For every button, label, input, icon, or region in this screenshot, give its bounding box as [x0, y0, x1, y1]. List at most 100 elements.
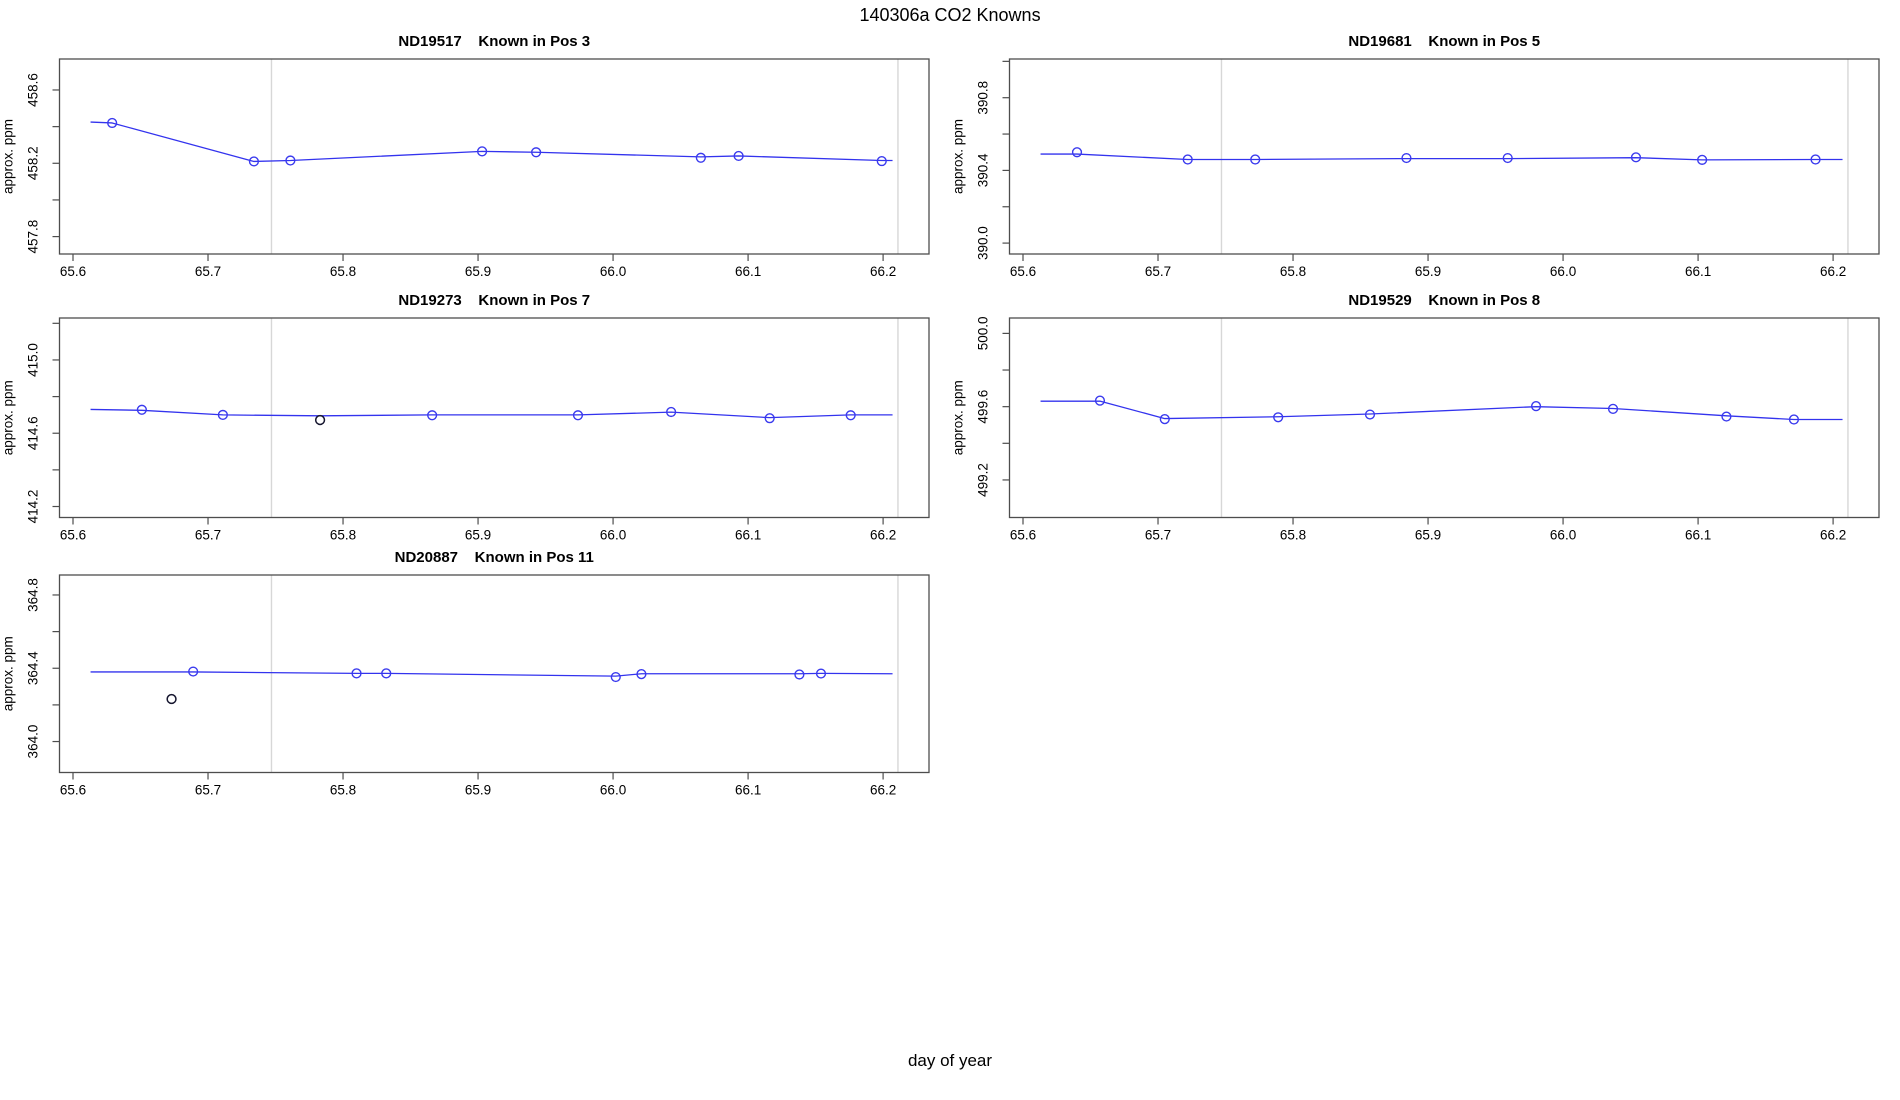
plots-group: 65.6 65.7 65.8 65.9 66.0 66.1 66.2 457.8 458.2 45…	[1, 33, 1880, 798]
x-tick-label: 66.0	[600, 264, 626, 279]
x-tick-label: 65.6	[60, 528, 86, 543]
data-point	[136, 404, 147, 415]
y-tick-label: 414.2	[26, 490, 41, 524]
data-point	[815, 668, 827, 679]
plot-box	[1008, 58, 1880, 255]
plot-ND19273: 65.6 65.7 65.8 65.9 66.0 66.1 66.2 414.2 414.6 41…	[1, 292, 930, 543]
y-tick-label: 364.0	[26, 725, 41, 759]
x-tick-label: 65.8	[330, 783, 356, 798]
x-tick-label: 66.1	[735, 783, 761, 798]
x-tick-label: 65.8	[1280, 528, 1306, 543]
plot-ND19681: 65.6 65.7 65.8 65.9 66.0 66.1 66.2 390.0 390.4 39…	[951, 33, 1880, 279]
data-point	[285, 155, 296, 166]
x-tick-label: 65.6	[1010, 528, 1036, 543]
y-tick-label: 458.2	[26, 146, 41, 180]
data-point	[1364, 409, 1376, 420]
data-point	[1273, 412, 1284, 423]
y-axis-label: approx. ppm	[1, 119, 16, 194]
data-point	[248, 156, 260, 167]
outlier-point	[166, 693, 177, 705]
data-point	[572, 410, 584, 421]
y-tick-label: 499.6	[976, 390, 991, 424]
y-axis-label: approx. ppm	[1, 636, 16, 711]
data-point	[427, 410, 438, 421]
data-point	[476, 146, 488, 157]
x-tick-label: 65.6	[60, 264, 86, 279]
y-tick-label: 364.8	[26, 578, 41, 612]
outlier-point	[314, 414, 326, 426]
data-point	[1721, 411, 1732, 422]
data-point	[217, 409, 228, 421]
data-point	[695, 152, 706, 163]
x-tick-label: 66.1	[1685, 528, 1711, 543]
x-tick-label: 65.9	[465, 783, 491, 798]
data-point	[1630, 152, 1642, 163]
data-point	[1094, 395, 1106, 406]
plot-ND19517: 65.6 65.7 65.8 65.9 66.0 66.1 66.2 457.8 458.2 45…	[1, 33, 930, 279]
plot-box	[58, 58, 930, 255]
x-tick-label: 65.9	[465, 264, 491, 279]
x-tick-label: 66.2	[870, 264, 896, 279]
x-tick-label: 65.7	[195, 783, 221, 798]
x-tick-label: 65.9	[465, 528, 491, 543]
x-tick-label: 65.9	[1415, 528, 1441, 543]
figure-title: 140306a CO2 Knowns	[859, 5, 1040, 25]
data-point	[733, 150, 744, 162]
data-point	[666, 406, 677, 418]
plot-ND20887: 65.6 65.7 65.8 65.9 66.0 66.1 66.2 364.0 364.4 36…	[1, 549, 930, 798]
data-point	[381, 668, 392, 679]
y-axis-label: approx. ppm	[951, 380, 966, 455]
plot-box	[58, 574, 930, 774]
data-point	[1159, 414, 1170, 425]
data-point	[1810, 154, 1821, 165]
data-line	[90, 671, 893, 677]
x-tick-label: 66.0	[600, 528, 626, 543]
plot-box	[58, 317, 930, 519]
data-point	[845, 410, 856, 421]
y-tick-label: 457.8	[26, 220, 41, 254]
y-tick-label: 499.2	[976, 463, 991, 497]
data-point	[1502, 152, 1513, 164]
data-point	[1182, 154, 1193, 165]
x-tick-label: 65.7	[195, 264, 221, 279]
data-point	[1530, 401, 1542, 412]
data-point	[636, 669, 647, 680]
x-tick-label: 65.8	[330, 528, 356, 543]
x-tick-label: 65.7	[1145, 528, 1171, 543]
data-point	[1401, 152, 1412, 164]
data-point	[610, 671, 621, 683]
data-point	[1607, 403, 1619, 414]
y-tick-label: 500.0	[976, 316, 991, 350]
x-tick-label: 65.7	[1145, 264, 1171, 279]
plot-ND19529: 65.6 65.7 65.8 65.9 66.0 66.1 66.2 499.2 499.6 50…	[951, 292, 1880, 543]
plot-title: ND19681 Known in Pos 5	[1348, 33, 1540, 50]
plot-title: ND19517 Known in Pos 3	[398, 33, 590, 50]
data-line	[1040, 153, 1843, 161]
data-point	[1697, 154, 1708, 165]
x-tick-label: 66.1	[735, 264, 761, 279]
data-line	[1040, 400, 1843, 421]
data-point	[794, 669, 805, 680]
x-tick-label: 66.1	[1685, 264, 1711, 279]
y-tick-label: 415.0	[26, 343, 41, 377]
plot-title: ND20887 Known in Pos 11	[395, 549, 594, 566]
data-point	[188, 666, 199, 677]
x-tick-label: 65.8	[1280, 264, 1306, 279]
x-tick-label: 65.6	[60, 783, 86, 798]
x-tick-label: 66.2	[870, 783, 896, 798]
x-axis-label: day of year	[908, 1051, 992, 1070]
x-tick-label: 65.9	[1415, 264, 1441, 279]
x-tick-label: 65.6	[1010, 264, 1036, 279]
data-point	[351, 668, 362, 679]
x-tick-label: 66.2	[870, 528, 896, 543]
plot-title: ND19529 Known in Pos 8	[1348, 292, 1540, 309]
y-tick-label: 414.6	[26, 416, 41, 450]
y-tick-label: 458.6	[26, 73, 41, 107]
data-line	[90, 408, 893, 419]
data-point	[531, 147, 542, 158]
data-point	[1071, 147, 1083, 158]
x-tick-label: 65.7	[195, 528, 221, 543]
x-tick-label: 66.0	[600, 783, 626, 798]
